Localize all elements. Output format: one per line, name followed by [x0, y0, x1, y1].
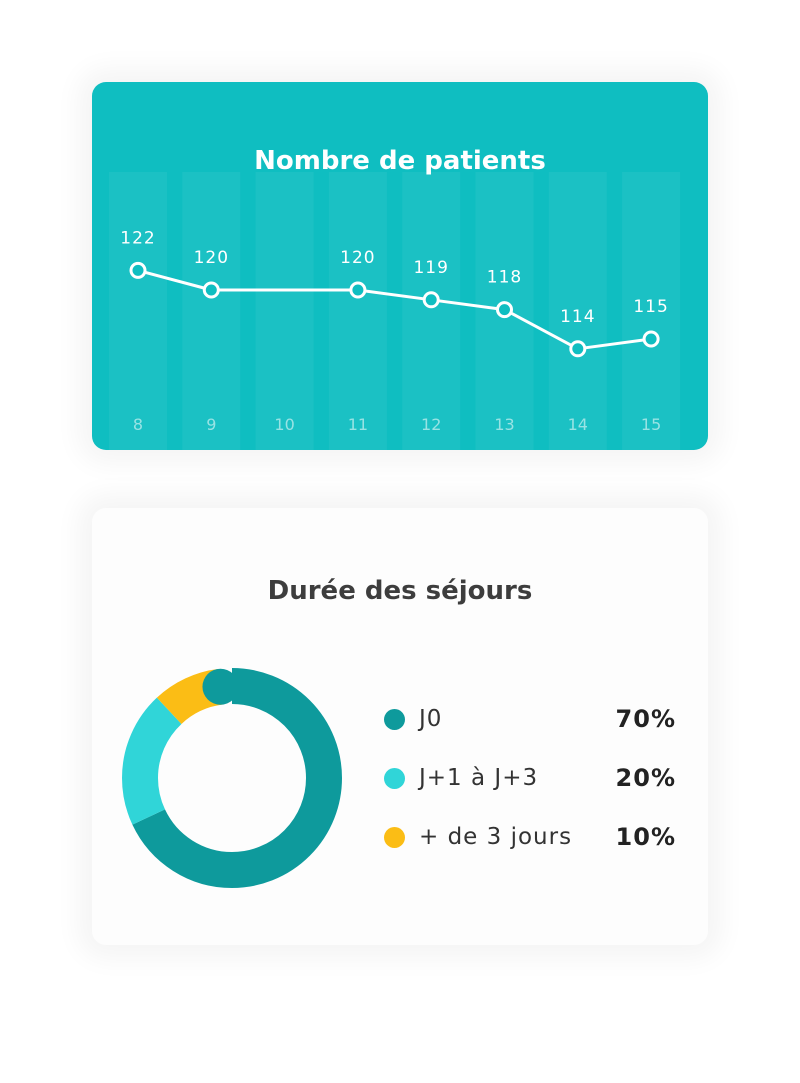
- legend-item-over-3-days: + de 3 jours 10%: [384, 817, 676, 857]
- legend-dot-over-3-days: [384, 826, 405, 848]
- legend-label-j0: J0: [419, 706, 443, 732]
- column-11: [328, 172, 387, 450]
- patients-line-chart: 122 120 120 119 118 114 115 8 9 10 11 12 13 14 15: [109, 172, 681, 450]
- data-label-8: 122: [120, 228, 155, 248]
- column-9: [182, 172, 241, 450]
- legend-value-over-3-days: 10%: [615, 823, 676, 851]
- x-tick-12: 12: [421, 415, 441, 434]
- legend-item-j0: J0 70%: [384, 699, 676, 739]
- x-tick-10: 10: [274, 415, 294, 434]
- data-label-12: 119: [413, 258, 448, 278]
- legend-dot-j0: [384, 708, 405, 730]
- donut-slice-1: [122, 668, 342, 888]
- x-tick-8: 8: [133, 415, 143, 434]
- legend-label-over-3-days: + de 3 jours: [419, 824, 573, 850]
- patients-chart-card: 122 120 120 119 118 114 115 8 9 10 11 12 13 14 15 Nomb…: [92, 82, 708, 450]
- data-label-9: 120: [194, 248, 229, 268]
- point-12: [422, 291, 440, 309]
- column-14: [548, 172, 607, 450]
- data-label-14: 114: [560, 307, 595, 327]
- point-9: [202, 281, 220, 299]
- stay-duration-title: Durée des séjours: [267, 576, 533, 606]
- x-tick-15: 15: [641, 415, 661, 434]
- legend-label-j1-j3: J+1 à J+3: [419, 765, 539, 791]
- data-label-11: 120: [340, 248, 375, 268]
- point-13: [496, 301, 513, 319]
- stay-duration-card: Durée des séjours J0 70% J+1 à J+3 20% +…: [92, 508, 708, 945]
- column-12: [402, 172, 461, 450]
- point-8: [129, 261, 147, 279]
- patients-chart-title: Nombre de patients: [254, 146, 546, 176]
- data-label-13: 118: [487, 268, 522, 288]
- x-tick-13: 13: [494, 415, 514, 434]
- stay-duration-donut: [122, 668, 342, 888]
- column-15: [622, 172, 681, 450]
- donut-slice-cap: [202, 668, 239, 705]
- x-tick-11: 11: [348, 415, 368, 434]
- point-11: [349, 281, 367, 299]
- x-tick-9: 9: [206, 415, 216, 434]
- data-label-15: 115: [633, 297, 668, 317]
- legend-item-j1-j3: J+1 à J+3 20%: [384, 758, 676, 798]
- column-10: [255, 172, 314, 450]
- x-tick-14: 14: [568, 415, 588, 434]
- legend-dot-j1-j3: [384, 767, 405, 789]
- legend-value-j1-j3: 20%: [615, 764, 676, 792]
- legend-value-j0: 70%: [615, 705, 676, 733]
- point-15: [642, 330, 660, 348]
- point-14: [569, 340, 587, 358]
- column-8: [109, 172, 167, 450]
